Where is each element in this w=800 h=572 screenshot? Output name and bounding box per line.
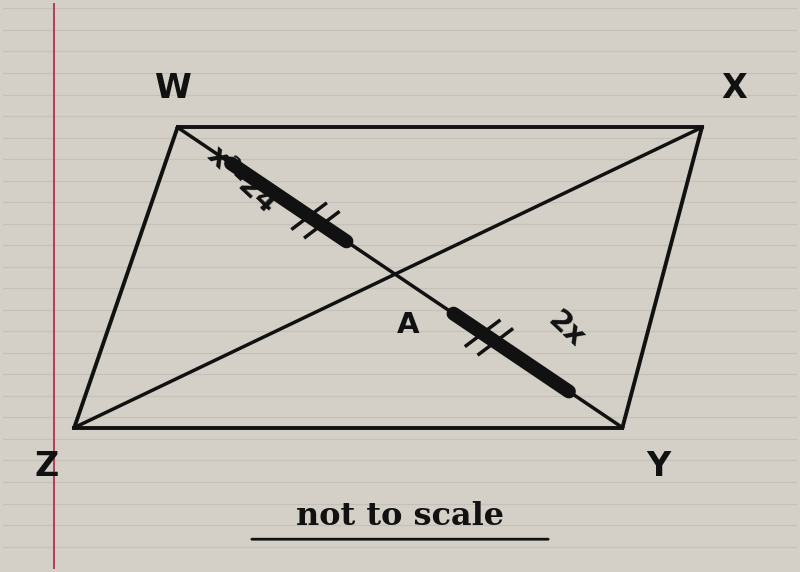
Text: A: A: [397, 312, 419, 340]
Text: 2x: 2x: [543, 307, 590, 353]
Text: not to scale: not to scale: [296, 502, 504, 533]
Text: W: W: [155, 72, 192, 105]
Text: Y: Y: [646, 450, 670, 483]
Text: X: X: [722, 72, 747, 105]
Text: Z: Z: [34, 450, 58, 483]
Text: x²-24: x²-24: [201, 141, 282, 219]
